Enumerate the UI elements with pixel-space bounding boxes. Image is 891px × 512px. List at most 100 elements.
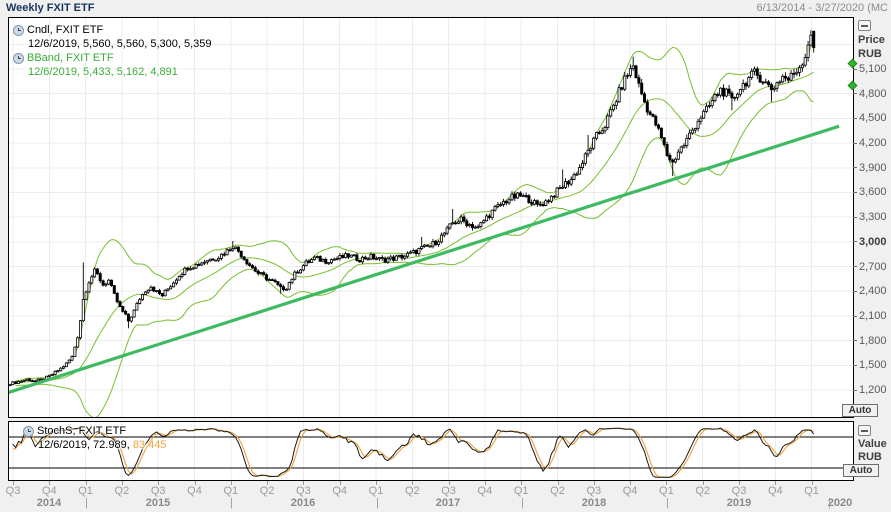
x-axis-tick [702, 481, 704, 485]
candle-body [236, 246, 240, 252]
candle-body [493, 206, 497, 211]
x-axis-tick [13, 481, 14, 485]
candle-body [555, 187, 559, 198]
candle-body [699, 117, 703, 122]
candle-body [155, 290, 159, 293]
price-tick-label: 3,000 [853, 236, 887, 249]
candle-body [547, 200, 551, 203]
candle-body [535, 200, 539, 205]
candle-body [476, 226, 480, 228]
candle-body [524, 195, 528, 197]
candle-body [671, 159, 675, 163]
price-axis: Price RUB 5,100 4,800 4,500 4,200 3,900 3,600… [853, 17, 891, 418]
candle-body [722, 87, 726, 97]
legend-bband-values: 12/6/2019, 5,433, 5,162, 4,891 [28, 66, 178, 78]
value-axis-auto-button[interactable]: Auto [843, 464, 879, 477]
candle-body [753, 68, 757, 72]
clock-icon[interactable] [23, 425, 34, 437]
candle-body [651, 113, 655, 117]
candle-body [595, 132, 599, 139]
x-axis-quarter-label: Q3 [731, 485, 747, 497]
candle-body [87, 282, 91, 293]
x-axis-year-label: 2016 [290, 497, 316, 509]
candle-body [191, 267, 195, 270]
candle-body [48, 374, 52, 377]
candle-body [719, 87, 723, 96]
x-axis-quarter-label: Q1 [78, 485, 93, 497]
candle-body [36, 378, 40, 382]
candle-body [211, 258, 215, 261]
x-axis-tick [230, 481, 232, 485]
panel-restore-icon[interactable] [858, 20, 871, 31]
tick-mark [853, 364, 857, 366]
page-title: Weekly FXIT ETF [6, 2, 95, 14]
clock-icon[interactable] [13, 24, 24, 36]
price-tick-label: 3,900 [853, 162, 887, 175]
x-axis-tick [630, 481, 632, 485]
value-axis-unit: RUB [858, 451, 882, 463]
panel-restore-icon[interactable] [858, 425, 871, 436]
candle-body [183, 267, 187, 275]
price-chart-plot-area[interactable] [9, 18, 853, 417]
price-axis-title: Price [858, 34, 885, 46]
candle-body [713, 94, 717, 101]
stochastic-panel: StochS, FXIT ETF 12/6/2019, 72.989, 83.4… [8, 421, 854, 481]
candle-body [262, 272, 266, 276]
tick-mark [853, 315, 857, 317]
candle-body [366, 258, 370, 261]
candle-body [406, 252, 410, 257]
x-axis-year-separator: | [666, 497, 669, 509]
clock-icon[interactable] [13, 52, 24, 64]
tick-mark [853, 266, 857, 268]
candle-body [487, 215, 491, 218]
tick-mark [853, 389, 857, 391]
tick-mark [853, 68, 857, 70]
legend-stoch-values: 12/6/2019, 72.989, 83.445 [23, 438, 166, 452]
candle-body [31, 380, 35, 383]
candle-body [149, 286, 153, 291]
candle-body [19, 380, 23, 383]
candle-body [685, 138, 689, 147]
tick-mark [853, 118, 857, 119]
candle-body [459, 216, 463, 223]
candle-body [781, 75, 785, 83]
price-legend: Cndl, FXIT ETF 12/6/2019, 5,560, 5,560, … [13, 23, 212, 79]
candle-body [448, 223, 452, 229]
candle-body [84, 291, 88, 300]
candle-body [239, 250, 243, 258]
candle-body [420, 246, 424, 249]
candle-body [329, 259, 333, 264]
x-axis-quarter-label: Q1 [804, 485, 819, 497]
x-axis-tick [376, 481, 377, 485]
candle-body [310, 259, 314, 263]
candle-body [341, 254, 345, 258]
candle-body [203, 261, 207, 264]
candle-body [391, 256, 395, 261]
candle-body [690, 129, 694, 134]
candle-body [22, 379, 26, 382]
candle-body [643, 93, 647, 103]
x-axis-tick [448, 481, 450, 485]
candle-body [281, 286, 285, 291]
candle-body [558, 187, 562, 190]
price-axis-auto-button[interactable]: Auto [842, 404, 878, 417]
candle-body [707, 105, 711, 107]
x-axis-tick [666, 481, 668, 485]
candle-body [772, 87, 776, 91]
candle-body [516, 192, 520, 199]
candle-body [132, 309, 136, 318]
candle-body [64, 362, 68, 368]
candle-body [569, 179, 573, 185]
x-axis-tick [739, 481, 740, 485]
candle-body [172, 282, 176, 288]
candle-body [727, 88, 731, 94]
legend-candle-name: Cndl, FXIT ETF [27, 24, 104, 36]
stochastic-plot-area[interactable] [9, 422, 853, 480]
candle-body [414, 250, 418, 254]
candle-body [738, 89, 742, 95]
candle-body [533, 200, 537, 205]
x-axis-quarter-label: Q3 [150, 485, 166, 497]
candle-body [349, 254, 353, 258]
x-axis-year-label: 2015 [145, 497, 171, 509]
candle-body [578, 167, 582, 175]
